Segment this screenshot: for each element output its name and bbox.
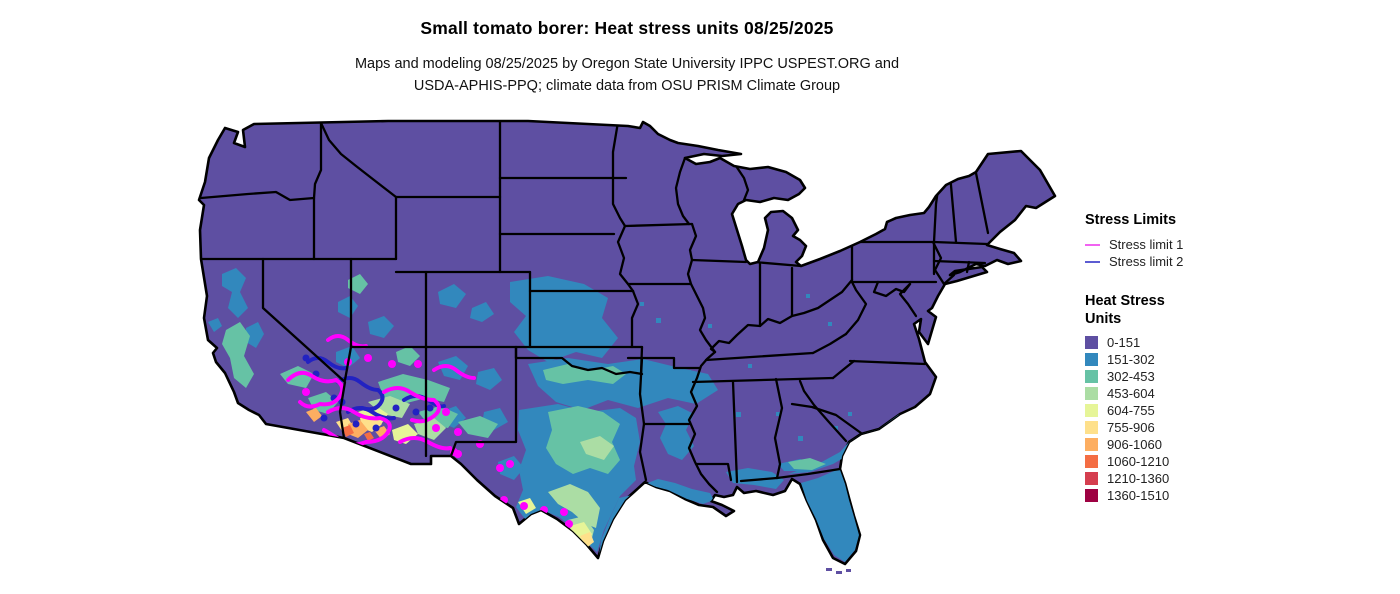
heat-class-label-151-302: 151-302: [1107, 352, 1155, 367]
heat-class-label-906-1060: 906-1060: [1107, 437, 1162, 452]
heat-class-row-151-302: 151-302: [1085, 351, 1385, 368]
heat-class-row-1060-1210: 1060-1210: [1085, 453, 1385, 470]
heat-class-row-0-151: 0-151: [1085, 334, 1385, 351]
stress-limit-1-label: Stress limit 1: [1109, 237, 1184, 252]
us-heat-stress-map: [188, 112, 1062, 592]
heat-class-label-604-755: 604-755: [1107, 403, 1155, 418]
heat-stress-legend-rows: 0-151 151-302 302-453 453-604 604-755 755-906…: [1085, 334, 1385, 504]
blue-speckles: [640, 294, 852, 441]
heat-class-row-1360-1510: 1360-1510: [1085, 487, 1385, 504]
heat-class-label-1360-1510: 1360-1510: [1107, 488, 1170, 503]
heat-stress-legend-title-line1: Heat Stress: [1085, 293, 1165, 309]
stress-limit-1-line-sample: [1085, 243, 1100, 246]
stress-limits-legend-rows: Stress limit 1 Stress limit 2: [1085, 236, 1385, 270]
heat-class-row-906-1060: 906-1060: [1085, 436, 1385, 453]
heat-class-row-302-453: 302-453: [1085, 368, 1385, 385]
heat-class-swatch-453-604: [1085, 387, 1098, 400]
heat-class-row-1210-1360: 1210-1360: [1085, 470, 1385, 487]
heat-class-label-302-453: 302-453: [1107, 369, 1155, 384]
heat-class-swatch-1060-1210: [1085, 455, 1098, 468]
heat-stress-legend-title: Heat Stress Units: [1085, 292, 1385, 328]
heat-stress-legend-title-line2: Units: [1085, 311, 1122, 327]
stress-limit-2-line-sample: [1085, 260, 1100, 263]
heat-class-swatch-302-453: [1085, 370, 1098, 383]
heat-class-label-453-604: 453-604: [1107, 386, 1155, 401]
map-header: Small tomato borer: Heat stress units 08…: [0, 0, 1254, 97]
map-attribution: Maps and modeling 08/25/2025 by Oregon S…: [0, 53, 1254, 97]
page-title: Small tomato borer: Heat stress units 08…: [420, 18, 834, 38]
heat-class-swatch-906-1060: [1085, 438, 1098, 451]
heat-class-swatch-755-906: [1085, 421, 1098, 434]
stress-limit-1-legend-row: Stress limit 1: [1085, 236, 1385, 253]
heat-class-row-453-604: 453-604: [1085, 385, 1385, 402]
heat-class-swatch-0-151: [1085, 336, 1098, 349]
heat-class-label-0-151: 0-151: [1107, 335, 1141, 350]
heat-class-label-755-906: 755-906: [1107, 420, 1155, 435]
heat-class-swatch-1210-1360: [1085, 472, 1098, 485]
heat-class-row-755-906: 755-906: [1085, 419, 1385, 436]
stress-limit-1-contours: [286, 334, 588, 560]
stress-limits-legend-title: Stress Limits: [1085, 212, 1177, 228]
heat-class-swatch-604-755: [1085, 404, 1098, 417]
heat-class-1060-1210-regions: [342, 425, 374, 441]
heat-class-label-1060-1210: 1060-1210: [1107, 454, 1170, 469]
heat-class-swatch-1360-1510: [1085, 489, 1098, 502]
heat-class-row-604-755: 604-755: [1085, 402, 1385, 419]
state-boundaries: [199, 121, 990, 494]
heat-class-swatch-151-302: [1085, 353, 1098, 366]
attribution-line-1: Maps and modeling 08/25/2025 by Oregon S…: [354, 56, 900, 72]
map-legend: Stress Limits Stress limit 1 Stress limit…: [1085, 212, 1385, 504]
florida-keys: [826, 568, 851, 574]
stress-limit-2-label: Stress limit 2: [1109, 254, 1184, 269]
stress-limit-2-legend-row: Stress limit 2: [1085, 253, 1385, 270]
heat-class-label-1210-1360: 1210-1360: [1107, 471, 1170, 486]
stress-limit-2-contours: [302, 354, 446, 432]
us-map-svg: [197, 119, 1057, 574]
attribution-line-2: USDA-APHIS-PPQ; climate data from OSU PR…: [413, 78, 841, 94]
